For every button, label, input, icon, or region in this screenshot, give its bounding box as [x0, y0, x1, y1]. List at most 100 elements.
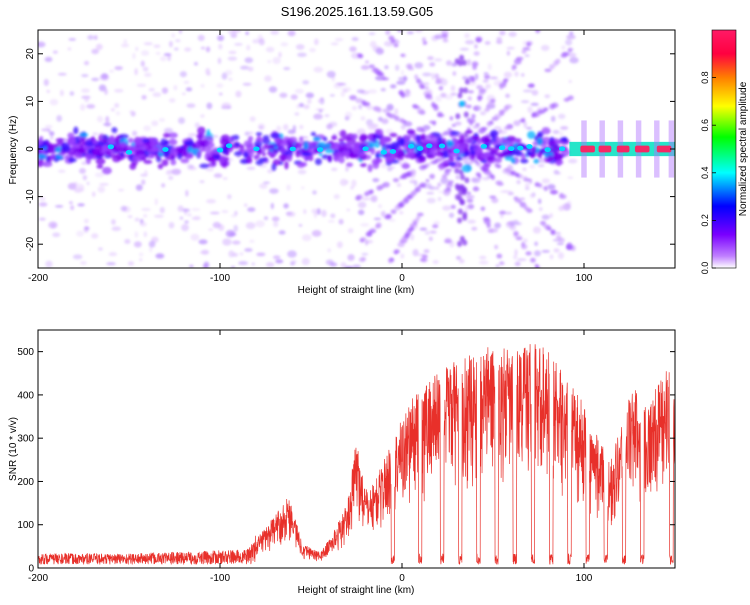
spectrogram-fan-blob: [478, 88, 486, 94]
spectrogram-fan-blob: [567, 95, 574, 101]
spectrogram-band-blob: [506, 135, 516, 142]
spectrogram-speckle: [228, 77, 233, 81]
spectrogram-speckle: [270, 202, 274, 210]
snr-x-axis-label: Height of straight line (km): [298, 585, 415, 596]
spectrogram-hot-spot: [216, 147, 224, 153]
spectrogram-speckle: [317, 99, 322, 103]
spectrogram-speckle: [544, 94, 551, 99]
spectrogram-speckle: [299, 124, 304, 130]
spectrogram-band-blob: [148, 148, 157, 154]
spectrogram-hot-spot: [558, 146, 566, 152]
spectrogram-fan-blob: [546, 226, 552, 231]
spectrogram-speckle: [313, 113, 323, 120]
spectrogram-fan-blob: [484, 107, 490, 113]
spectrogram-speckle: [313, 66, 324, 73]
spectrogram-speckle: [547, 183, 556, 191]
spectrogram-fan-blob: [392, 178, 400, 183]
spectrogram-speckle: [464, 204, 469, 212]
spectrogram-speckle: [94, 172, 105, 178]
spectrogram-speckle: [143, 214, 148, 218]
spectrogram-speckle: [184, 220, 189, 224]
spectrogram-fan-blob: [410, 191, 416, 196]
spectrogram-fan-blob: [496, 180, 502, 185]
spectrogram-fan-blob: [494, 244, 499, 250]
spectrogram-speckle: [91, 233, 99, 239]
spectrogram-fan-blob: [393, 43, 399, 48]
spectrogram-y-tick-label: -20: [25, 237, 36, 252]
spectrogram-speckle: [360, 256, 367, 262]
spectrogram-speckle: [234, 42, 243, 46]
spectrogram-speckle: [357, 201, 367, 209]
spectrogram-speckle: [560, 204, 566, 210]
spectrogram-band-blob: [541, 127, 551, 135]
spectrogram-band-blob: [197, 138, 203, 147]
spectrogram-band-blob: [338, 145, 343, 153]
spectrogram-fan-blob: [522, 47, 530, 51]
spectrogram-speckle: [533, 250, 541, 257]
spectrogram-band-blob: [207, 157, 215, 162]
spectrogram-band-blob: [417, 155, 427, 163]
spectrogram-speckle: [182, 208, 191, 213]
spectrogram-speckle: [340, 262, 347, 268]
spectrogram-fan-center-blob: [457, 92, 463, 99]
spectrogram-band-blob: [333, 155, 338, 161]
spectrogram-speckle: [144, 169, 148, 176]
spectrogram-hot-spot: [508, 146, 515, 152]
spectrogram-band-blob: [302, 151, 312, 157]
spectrogram-band-blob: [247, 135, 254, 142]
spectrogram-fan-blob: [521, 49, 527, 54]
spectrogram-speckle: [489, 76, 499, 80]
spectrogram-fan-blob: [440, 92, 447, 98]
spectrogram-fan-blob: [376, 185, 383, 191]
figure-title: S196.2025.161.13.59.G05: [281, 4, 434, 19]
spectrogram-speckle: [221, 210, 229, 213]
spectrogram-band-blob: [324, 148, 334, 154]
spectrogram-fan-blob: [491, 197, 499, 204]
spectrogram-speckle: [228, 50, 237, 55]
spectrogram-speckle: [522, 40, 528, 46]
spectrogram-fan-blob: [382, 181, 390, 188]
spectrogram-fan-blob: [375, 222, 382, 229]
spectrogram-fan-blob: [442, 174, 447, 179]
spectrogram-speckle: [448, 212, 455, 218]
spectrogram-speckle: [370, 195, 378, 203]
spectrogram-speckle: [426, 197, 436, 204]
spectrogram-speckle: [264, 75, 272, 82]
spectrogram-speckle: [334, 38, 344, 42]
spectrogram-speckle: [286, 184, 291, 191]
spectrogram-speckle: [330, 167, 338, 172]
spectrogram-band-blob: [426, 154, 435, 159]
spectrogram-fan-center-blob: [458, 87, 464, 94]
spectrogram-fan-blob: [477, 92, 485, 96]
spectrogram-speckle: [143, 125, 151, 132]
spectrogram-band-blob: [55, 154, 63, 159]
spectrogram-speckle: [344, 111, 353, 119]
spectrogram-fan-blob: [489, 195, 497, 199]
spectrogram-fan-blob: [418, 184, 425, 188]
spectrogram-speckle: [272, 221, 279, 228]
spectrogram-speckle: [440, 177, 449, 185]
spectrogram-speckle: [57, 72, 67, 76]
spectrogram-speckle: [541, 214, 550, 220]
spectrogram-speckle: [226, 194, 232, 200]
spectrogram-band-blob: [278, 153, 288, 161]
spectrogram-speckle: [272, 56, 281, 65]
spectrogram-band-blob: [455, 155, 463, 161]
spectrogram-fan-blob: [499, 30, 506, 36]
spectrogram-speckle: [312, 190, 317, 195]
spectrogram-band-blob: [119, 141, 127, 148]
spectrogram-band-blob: [211, 155, 222, 160]
spectrogram-band-blob: [228, 147, 233, 153]
spectrogram-speckle: [561, 45, 566, 51]
spectrogram-fan-blob: [400, 117, 405, 124]
spectrogram-speckle: [302, 80, 310, 85]
spectrogram-band-blob: [288, 136, 298, 144]
spectrogram-hot-spot: [498, 145, 506, 151]
spectrogram-speckle: [405, 93, 409, 98]
spectrogram-speckle: [398, 159, 402, 166]
spectrogram-fan-blob: [504, 104, 513, 109]
spectrogram-band-blob: [256, 134, 262, 142]
spectrogram-speckle: [410, 234, 415, 241]
spectrogram-speckle: [181, 223, 189, 232]
spectrogram-fan-blob: [522, 176, 528, 182]
